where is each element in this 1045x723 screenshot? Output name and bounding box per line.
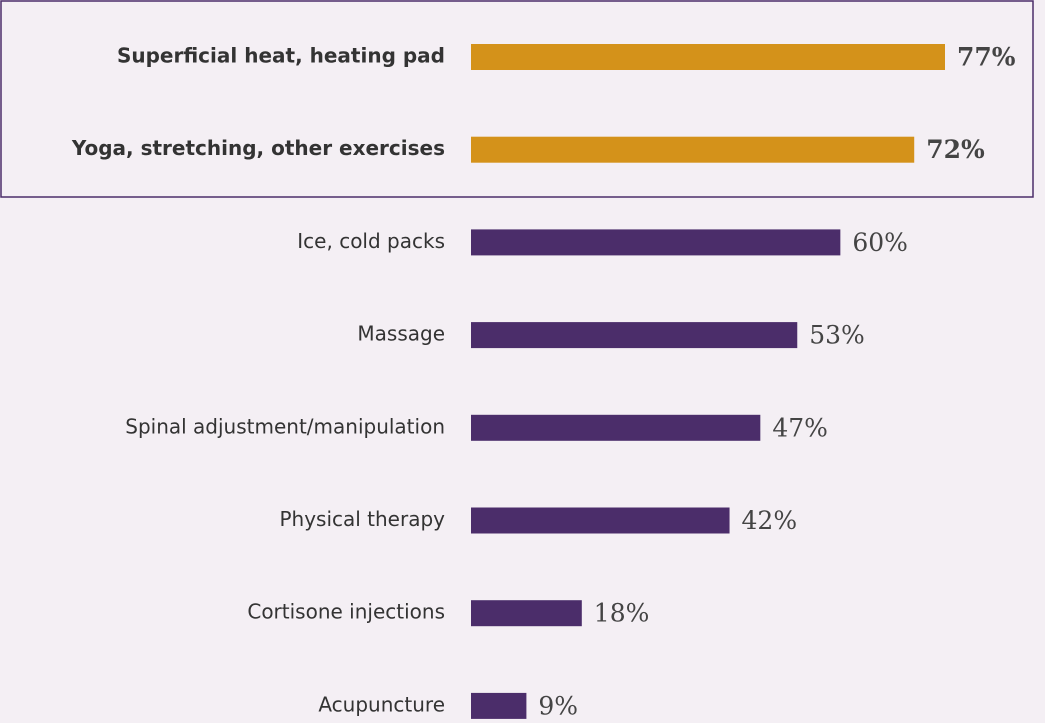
category-label: Cortisone injections (247, 600, 445, 624)
category-label: Massage (357, 322, 445, 346)
value-label: 72% (926, 135, 985, 164)
bar (471, 414, 761, 441)
bar (471, 507, 730, 534)
bar (471, 44, 945, 70)
bar (471, 322, 798, 349)
category-label: Ice, cold packs (297, 229, 445, 253)
category-label: Yoga, stretching, other exercises (71, 136, 445, 160)
bar (471, 692, 527, 719)
value-label: 42% (742, 506, 798, 535)
category-label: Spinal adjustment/manipulation (125, 414, 445, 438)
highlight-box (0, 0, 1034, 198)
bar (471, 600, 582, 627)
value-label: 47% (772, 413, 828, 442)
bar (471, 229, 841, 256)
value-label: 9% (538, 691, 578, 720)
value-label: 53% (809, 321, 865, 350)
category-label: Acupuncture (318, 692, 445, 716)
value-label: 18% (594, 599, 650, 628)
value-label: 60% (852, 228, 908, 257)
category-label: Physical therapy (279, 507, 445, 531)
category-label: Superficial heat, heating pad (117, 44, 445, 68)
bar (471, 136, 915, 163)
value-label: 77% (957, 43, 1016, 72)
